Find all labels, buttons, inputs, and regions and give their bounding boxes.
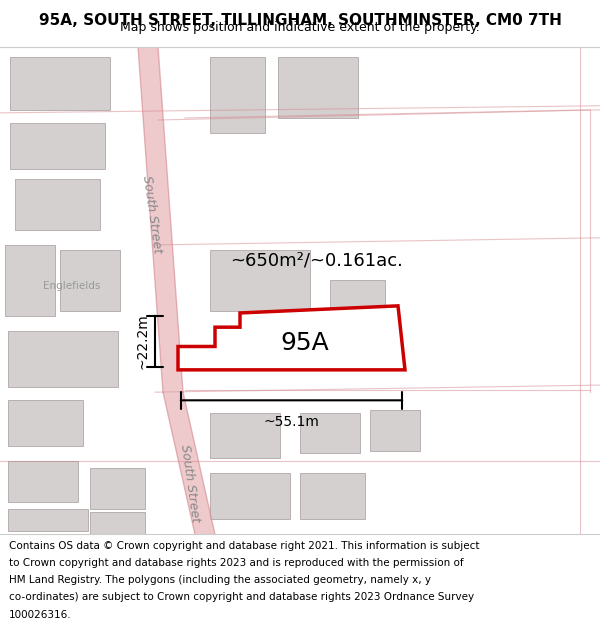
FancyBboxPatch shape xyxy=(10,57,110,110)
FancyBboxPatch shape xyxy=(90,512,145,534)
Text: HM Land Registry. The polygons (including the associated geometry, namely x, y: HM Land Registry. The polygons (includin… xyxy=(9,575,431,585)
Text: South Street: South Street xyxy=(178,444,202,523)
FancyBboxPatch shape xyxy=(370,411,420,451)
FancyBboxPatch shape xyxy=(300,474,365,519)
FancyBboxPatch shape xyxy=(210,474,290,519)
Text: Contains OS data © Crown copyright and database right 2021. This information is : Contains OS data © Crown copyright and d… xyxy=(9,541,479,551)
FancyBboxPatch shape xyxy=(278,57,358,118)
FancyBboxPatch shape xyxy=(10,123,105,169)
FancyBboxPatch shape xyxy=(210,412,280,458)
Polygon shape xyxy=(138,47,183,393)
FancyBboxPatch shape xyxy=(300,412,360,453)
FancyBboxPatch shape xyxy=(8,400,83,446)
FancyBboxPatch shape xyxy=(330,281,385,326)
Text: ~55.1m: ~55.1m xyxy=(263,414,319,429)
FancyBboxPatch shape xyxy=(210,57,265,133)
FancyBboxPatch shape xyxy=(210,250,310,311)
Polygon shape xyxy=(178,306,405,370)
Text: Englefields: Englefields xyxy=(43,281,101,291)
FancyBboxPatch shape xyxy=(90,468,145,509)
FancyBboxPatch shape xyxy=(8,509,88,531)
FancyBboxPatch shape xyxy=(5,245,55,316)
Text: 100026316.: 100026316. xyxy=(9,609,71,619)
Text: 95A, SOUTH STREET, TILLINGHAM, SOUTHMINSTER, CM0 7TH: 95A, SOUTH STREET, TILLINGHAM, SOUTHMINS… xyxy=(38,13,562,28)
Text: ~650m²/~0.161ac.: ~650m²/~0.161ac. xyxy=(230,251,403,269)
Polygon shape xyxy=(163,392,215,534)
FancyBboxPatch shape xyxy=(8,331,118,387)
Text: co-ordinates) are subject to Crown copyright and database rights 2023 Ordnance S: co-ordinates) are subject to Crown copyr… xyxy=(9,592,474,602)
Text: 95A: 95A xyxy=(281,331,329,356)
Text: Map shows position and indicative extent of the property.: Map shows position and indicative extent… xyxy=(120,21,480,34)
Text: to Crown copyright and database rights 2023 and is reproduced with the permissio: to Crown copyright and database rights 2… xyxy=(9,558,464,568)
FancyBboxPatch shape xyxy=(60,250,120,311)
FancyBboxPatch shape xyxy=(15,179,100,229)
FancyBboxPatch shape xyxy=(8,461,78,502)
Text: ~22.2m: ~22.2m xyxy=(136,314,150,369)
Text: South Street: South Street xyxy=(140,175,164,254)
